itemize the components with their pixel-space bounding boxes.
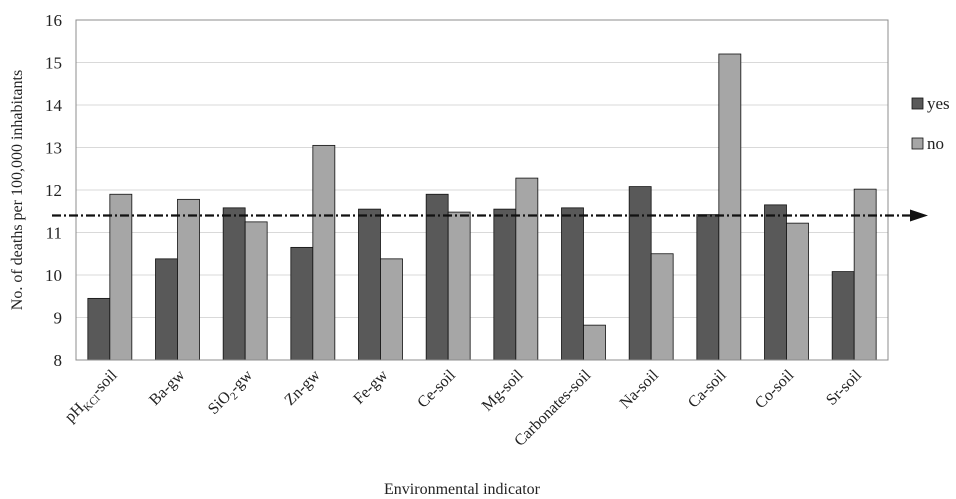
y-tick-label: 12 bbox=[45, 181, 62, 200]
plot-area-frame bbox=[75, 19, 889, 361]
bar-yes-2 bbox=[222, 207, 246, 361]
bar-yes-10 bbox=[764, 204, 787, 361]
bar-yes-4 bbox=[358, 208, 381, 361]
x-tick-label: Ba-gw bbox=[146, 366, 188, 408]
legend: yes no bbox=[911, 94, 950, 153]
y-axis-ticks: 8 9 10 11 12 13 14 15 16 bbox=[45, 11, 63, 370]
bar-yes-9 bbox=[696, 214, 720, 361]
y-tick-label: 8 bbox=[54, 351, 63, 370]
bar-yes-8 bbox=[628, 186, 652, 361]
y-tick-label: 16 bbox=[45, 11, 62, 30]
x-tick-label: Sr-soil bbox=[823, 366, 865, 408]
bar-yes-1 bbox=[155, 258, 178, 361]
bar-no-7 bbox=[583, 324, 606, 361]
bar-no-4 bbox=[380, 258, 403, 361]
legend-swatch-no bbox=[911, 137, 924, 150]
bar-yes-0 bbox=[87, 297, 111, 361]
x-tick-label: Ce-soil bbox=[414, 366, 459, 411]
bar-no-2 bbox=[244, 221, 268, 361]
bar-no-10 bbox=[786, 222, 809, 361]
legend-label-yes: yes bbox=[927, 94, 950, 113]
reference-line-arrowhead bbox=[910, 209, 928, 222]
bar-no-6 bbox=[515, 177, 539, 361]
gridlines bbox=[76, 62, 888, 318]
bar-no-5 bbox=[447, 211, 471, 361]
legend-swatch-yes bbox=[911, 97, 924, 110]
y-axis-label: No. of deaths per 100,000 inhabitants bbox=[9, 70, 26, 310]
x-tick-label: Co-soil bbox=[752, 366, 798, 412]
y-tick-label: 11 bbox=[46, 224, 62, 243]
x-tick-label: Fe-gw bbox=[350, 366, 391, 407]
x-tick-label: Zn-gw bbox=[281, 366, 323, 408]
bar-no-8 bbox=[650, 253, 674, 361]
y-tick-label: 14 bbox=[45, 96, 63, 115]
x-tick-label: Na-soil bbox=[617, 366, 663, 412]
bar-no-3 bbox=[312, 144, 336, 361]
x-axis-ticks: pHKCl-soil Ba-gw SiO2-gw Zn-gw Fe-gw Ce-soil M… bbox=[62, 366, 866, 449]
y-tick-label: 15 bbox=[45, 54, 62, 73]
bar-yes-11 bbox=[831, 271, 855, 361]
x-tick-label: SiO2-gw bbox=[205, 366, 259, 420]
y-tick-label: 13 bbox=[45, 139, 62, 158]
bar-yes-5 bbox=[425, 193, 449, 361]
bars bbox=[87, 53, 877, 361]
y-tick-label: 10 bbox=[45, 266, 62, 285]
reference-line bbox=[52, 209, 928, 222]
bar-yes-6 bbox=[493, 208, 517, 361]
x-axis-label: Environmental indicator bbox=[384, 481, 541, 498]
x-tick-label: Ca-soil bbox=[685, 366, 730, 411]
y-tick-label: 9 bbox=[54, 309, 63, 328]
x-tick-label: Mg-soil bbox=[479, 366, 527, 414]
bar-yes-3 bbox=[290, 246, 314, 361]
bar-yes-7 bbox=[561, 207, 584, 361]
bar-no-1 bbox=[177, 198, 200, 361]
bar-no-0 bbox=[109, 193, 133, 361]
legend-label-no: no bbox=[927, 134, 944, 153]
bar-no-9 bbox=[718, 53, 742, 361]
x-tick-label: pHKCl-soil bbox=[62, 366, 123, 427]
